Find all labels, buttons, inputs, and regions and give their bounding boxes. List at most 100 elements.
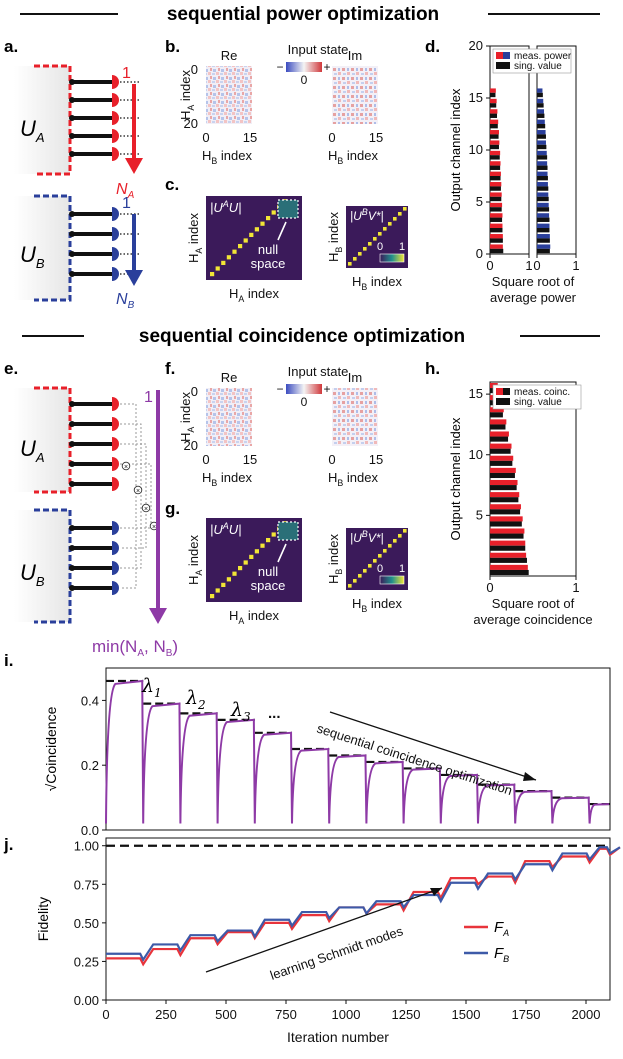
bar-singular <box>490 113 498 118</box>
null-space-box <box>277 521 299 541</box>
bar-singular <box>537 196 549 202</box>
y-axis-label: Output channel index <box>448 417 463 540</box>
detector-icon <box>112 267 119 281</box>
panel-title-re: Re <box>221 370 238 385</box>
index-one-label-b: 1 <box>122 195 131 212</box>
xtick-label: 750 <box>275 1007 297 1022</box>
section-header-power: sequential power optimization <box>20 4 600 25</box>
detector-icon <box>112 247 119 261</box>
annotation-label: sequential coincidence optimization <box>315 721 514 798</box>
order-arrowhead-b <box>125 270 143 286</box>
bar-measured <box>490 504 521 510</box>
x-axis-label: Square root of <box>492 596 575 611</box>
matrix-b-title: |UBV*| <box>350 529 384 545</box>
x-axis-label: Iteration number <box>287 1029 389 1045</box>
annotation-label: learning Schmidt modes <box>268 923 405 983</box>
legend-label: sing. value <box>514 397 562 408</box>
order-arrowhead-a <box>125 158 143 174</box>
bar-measured <box>490 150 501 156</box>
axes-frame <box>536 45 577 255</box>
matrix-diagonal-cell <box>358 574 362 578</box>
bar-singular <box>537 103 544 108</box>
xtick-label: 250 <box>155 1007 177 1022</box>
matrix-diagonal-cell <box>215 588 220 593</box>
bar-singular <box>490 176 501 181</box>
matrix-diagonal-cell <box>398 212 402 216</box>
bar-measured <box>490 119 499 124</box>
bar-singular <box>490 92 496 98</box>
coincidence-wire <box>120 423 142 569</box>
bar-measured <box>490 130 499 135</box>
bar-singular <box>537 124 546 129</box>
matrix-diagonal-cell <box>353 579 357 583</box>
coincidence-gate-mark: × <box>152 524 156 531</box>
xtick-label: 0 <box>486 580 493 595</box>
xtick-label: 1000 <box>332 1007 361 1022</box>
panel-title-im: Im <box>348 370 362 385</box>
x-axis-label: average coincidence <box>473 612 592 627</box>
bar-singular <box>490 509 521 515</box>
coincidence-wire <box>120 403 137 589</box>
matrix-diagonal-cell <box>348 584 352 588</box>
legend-label: meas. coinc. <box>514 387 570 398</box>
detector-icon <box>112 457 119 471</box>
xtick-label: 0 <box>328 130 335 145</box>
bar-singular <box>537 186 549 191</box>
bar-singular <box>490 217 503 222</box>
y-axis-label: HB index <box>326 534 344 584</box>
bar-singular <box>537 144 547 150</box>
bar-measured <box>490 234 503 239</box>
ytick-label: 0.0 <box>81 823 99 838</box>
bar-singular <box>490 124 498 129</box>
ytick-label: 0.4 <box>81 693 99 708</box>
bar-measured <box>490 98 497 104</box>
x-axis-label: Square root of <box>492 274 575 289</box>
bar-singular <box>537 217 550 222</box>
bar-measured <box>537 161 548 166</box>
x-axis-label: HB index <box>328 148 378 166</box>
matrix-diagonal-cell <box>398 534 402 538</box>
section-title-power: sequential power optimization <box>167 4 439 25</box>
matrix-diagonal-cell <box>271 210 276 215</box>
bar-measured <box>490 213 503 218</box>
coincidence-plot-i: 0.0 0.2 0.4 √Coincidence λ1 λ2 λ3 ... sequential… <box>43 667 611 838</box>
axes-frame <box>489 381 577 577</box>
legend-swatch <box>496 388 503 395</box>
matrix-diagonal-cell <box>243 238 248 243</box>
legend-label: meas. power <box>514 51 572 62</box>
matrix-diagonal-cell <box>403 529 407 533</box>
panel-letter-c: c. <box>165 175 179 194</box>
bar-singular <box>490 448 511 454</box>
bar-singular <box>490 521 522 527</box>
matrix-diagonal-cell <box>363 569 367 573</box>
min-label: min(NA, NB) <box>92 637 178 659</box>
ytick-label: 20 <box>184 438 198 453</box>
bar-singular <box>490 228 503 233</box>
y-axis-label: HA index <box>178 70 196 120</box>
colorbar-one-label: 1 <box>399 563 405 575</box>
ytick-label: 20 <box>469 38 483 53</box>
detector-icon <box>112 581 119 595</box>
bar-measured <box>490 407 504 413</box>
matrix-diagonal-cell <box>221 260 226 265</box>
detector-icon <box>112 93 119 107</box>
panel-letter-i: i. <box>4 651 13 670</box>
detector-icon <box>112 541 119 555</box>
coincidence-trace <box>105 679 610 824</box>
bar-measured <box>490 492 520 498</box>
unitary-a-label-e: UA <box>20 436 45 465</box>
matrix-diagonal-cell <box>215 266 220 271</box>
matrix-diagonal-cell <box>378 232 382 236</box>
bar-measured <box>490 419 507 425</box>
bar-measured <box>490 528 525 534</box>
x-axis-label: HB index <box>328 470 378 488</box>
null-space-box <box>277 199 299 219</box>
legend-swatch <box>496 398 510 405</box>
matrix-diagonal-cell <box>266 216 271 221</box>
bar-measured <box>490 540 526 546</box>
y-axis-label: √Coincidence <box>43 706 59 791</box>
ytick-label: 20 <box>184 116 198 131</box>
null-space-arrow <box>277 221 287 241</box>
ytick-label: 5 <box>476 507 483 522</box>
ytick-label: 1.00 <box>74 839 99 854</box>
